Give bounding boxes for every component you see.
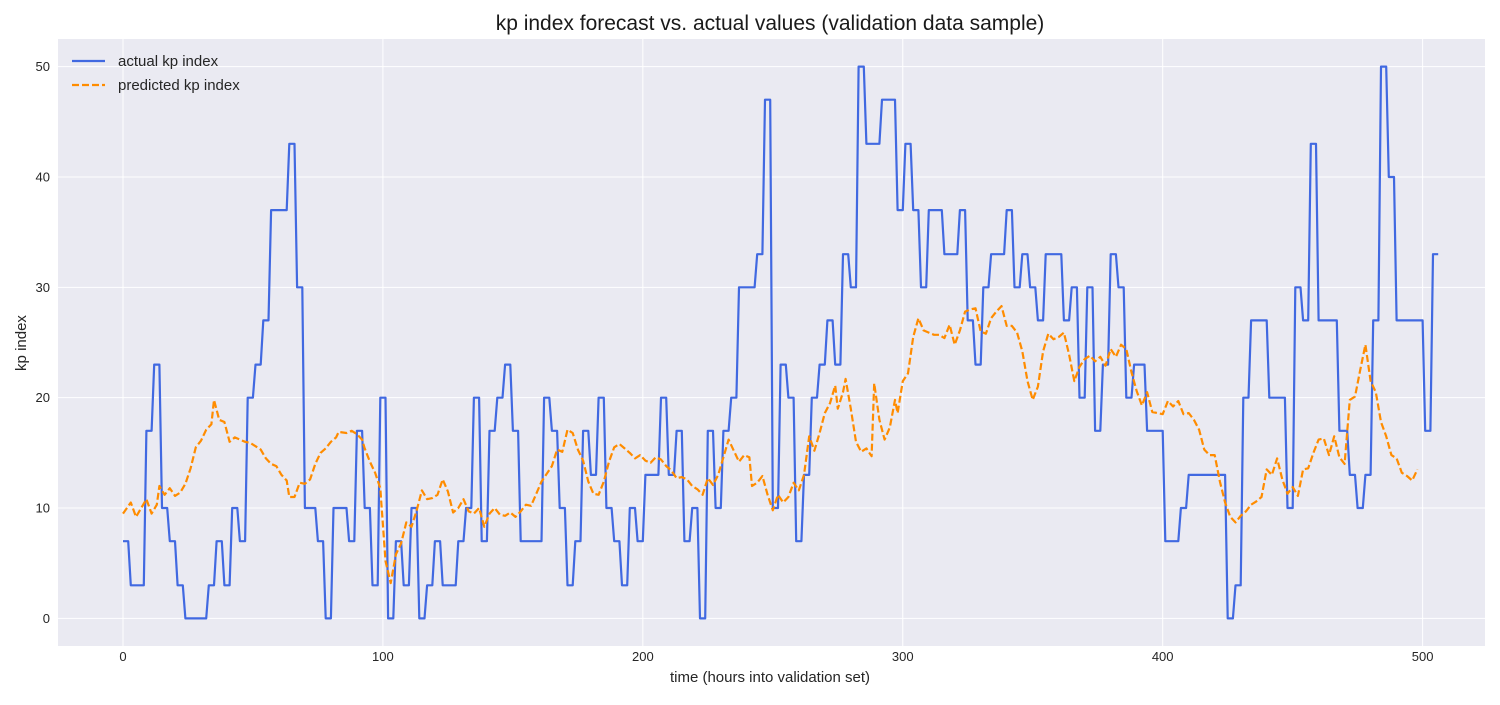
y-tick-label: 50 [36,59,50,74]
x-tick-label: 100 [372,649,394,664]
y-tick-label: 30 [36,280,50,295]
series-line-actual [123,65,1439,620]
tick-labels: 0 100 200 300 400 500 0 10 20 30 40 50 [36,59,1434,664]
x-tick-label: 300 [892,649,914,664]
x-tick-label: 400 [1152,649,1174,664]
y-tick-label: 0 [43,611,50,626]
legend: actual kp index predicted kp index [72,53,240,94]
y-tick-label: 10 [36,501,50,516]
series-layer [122,65,1439,620]
x-tick-label: 0 [119,649,126,664]
legend-label-predicted: predicted kp index [118,77,240,94]
y-tick-label: 40 [36,169,50,184]
series-line-predicted [122,305,1419,585]
x-tick-label: 200 [632,649,654,664]
y-tick-label: 20 [36,390,50,405]
x-axis-label: time (hours into validation set) [670,669,870,686]
y-axis-label: kp index [13,315,30,371]
legend-label-actual: actual kp index [118,53,219,70]
x-tick-label: 500 [1412,649,1434,664]
chart-title: kp index forecast vs. actual values (val… [496,12,1045,35]
